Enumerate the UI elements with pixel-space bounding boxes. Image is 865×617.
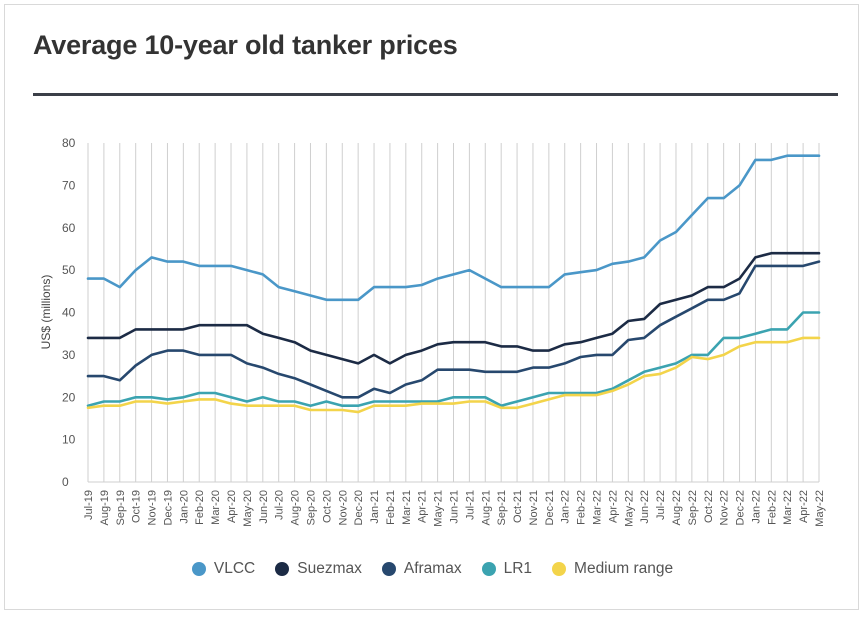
legend-label: Aframax (403, 560, 462, 577)
legend-item-lr1[interactable]: LR1 (481, 560, 533, 578)
y-tick-label: 40 (62, 306, 76, 320)
y-tick-label: 70 (62, 178, 76, 192)
x-tick-label: Aug-22 (671, 490, 683, 525)
x-tick-label: Jan-21 (369, 490, 381, 524)
chart-title: Average 10-year old tanker prices (33, 30, 458, 60)
legend-label: VLCC (213, 560, 256, 577)
legend-swatch-icon (381, 562, 396, 576)
x-axis-ticks: Jul-19 Aug-19 Sep-19 Oct-19 Nov-19 Dec-19 Jan-… (83, 490, 826, 527)
x-tick-label: Apr-20 (226, 490, 238, 523)
x-tick-label: Feb-20 (194, 490, 206, 525)
x-tick-label: Jan-20 (178, 490, 190, 524)
legend-swatch-icon (552, 562, 567, 576)
x-tick-label: Jul-22 (655, 490, 667, 520)
x-tick-label: Jul-21 (464, 490, 476, 520)
legend: VLCC Suezmax Aframax LR1 Medium range (0, 560, 865, 578)
legend-label: LR1 (503, 560, 533, 577)
x-tick-label: Aug-21 (480, 490, 492, 525)
x-tick-label: Dec-21 (544, 490, 556, 525)
gridlines (87, 143, 820, 483)
legend-swatch-icon (191, 562, 206, 576)
x-tick-label: Jul-20 (274, 490, 286, 520)
x-tick-label: May-20 (242, 490, 254, 527)
x-tick-label: Dec-19 (162, 490, 174, 525)
x-tick-label: Dec-22 (735, 490, 747, 525)
series-line-aframax (86, 260, 821, 399)
x-tick-label: Apr-21 (417, 490, 429, 523)
y-tick-label: 60 (62, 221, 76, 235)
x-tick-label: May-22 (814, 490, 826, 527)
x-tick-label: Aug-19 (99, 490, 111, 525)
x-tick-label: Dec-20 (353, 490, 365, 525)
x-tick-label: Jun-21 (449, 490, 461, 524)
legend-item-aframax[interactable]: Aframax (381, 560, 462, 578)
y-tick-label: 30 (62, 348, 76, 362)
x-tick-label: Mar-21 (401, 490, 413, 525)
legend-swatch-icon (275, 562, 290, 576)
y-tick-label: 20 (62, 390, 76, 404)
x-tick-label: Feb-21 (385, 490, 397, 525)
legend-label: Suezmax (297, 560, 362, 577)
legend-item-medium-range[interactable]: Medium range (552, 560, 673, 578)
series-line-suezmax (86, 251, 821, 365)
x-tick-label: Aug-20 (290, 490, 302, 525)
x-tick-label: Oct-22 (703, 490, 715, 523)
x-tick-label: May-21 (433, 490, 445, 527)
x-tick-label: Jan-22 (750, 490, 762, 524)
x-tick-label: Jul-19 (83, 490, 95, 520)
x-tick-label: Nov-22 (719, 490, 731, 525)
x-tick-label: Feb-22 (576, 490, 588, 525)
legend-item-vlcc[interactable]: VLCC (191, 560, 256, 578)
x-tick-label: May-22 (623, 490, 635, 527)
legend-swatch-icon (481, 562, 496, 576)
chart-card (4, 4, 859, 610)
x-tick-label: Mar-22 (592, 490, 604, 525)
legend-item-suezmax[interactable]: Suezmax (275, 560, 362, 578)
x-tick-label: Jun-20 (258, 490, 270, 524)
series-line-vlcc (86, 154, 821, 302)
x-tick-label: Sep-21 (496, 490, 508, 525)
x-tick-label: Jun-22 (639, 490, 651, 524)
legend-label: Medium range (574, 560, 674, 577)
x-tick-label: Oct-20 (321, 490, 333, 523)
x-tick-label: Nov-21 (528, 490, 540, 525)
x-tick-label: Mar-20 (210, 490, 222, 525)
x-tick-label: Oct-19 (131, 490, 143, 523)
y-axis-ticks: 0 10 20 30 40 50 60 70 80 (62, 136, 76, 489)
x-tick-label: Sep-22 (687, 490, 699, 525)
y-axis-label: US$ (millions) (39, 275, 53, 350)
y-tick-label: 10 (62, 433, 76, 447)
x-tick-label: Apr-22 (798, 490, 810, 523)
x-tick-label: Nov-20 (337, 490, 349, 525)
series-lines (86, 154, 821, 414)
y-tick-label: 50 (62, 263, 76, 277)
x-tick-label: Nov-19 (147, 490, 159, 525)
x-tick-label: Jan-22 (560, 490, 572, 524)
series-line-medium-range (86, 336, 821, 414)
y-tick-label: 80 (62, 136, 76, 150)
x-tick-label: Sep-19 (115, 490, 127, 525)
title-divider (33, 93, 838, 96)
x-tick-label: Apr-22 (607, 490, 619, 523)
x-tick-label: Feb-22 (766, 490, 778, 525)
series-line-lr1 (86, 311, 821, 408)
x-tick-label: Mar-22 (782, 490, 794, 525)
y-tick-label: 0 (62, 475, 69, 489)
x-tick-label: Sep-20 (305, 490, 317, 525)
x-tick-label: Oct-21 (512, 490, 524, 523)
